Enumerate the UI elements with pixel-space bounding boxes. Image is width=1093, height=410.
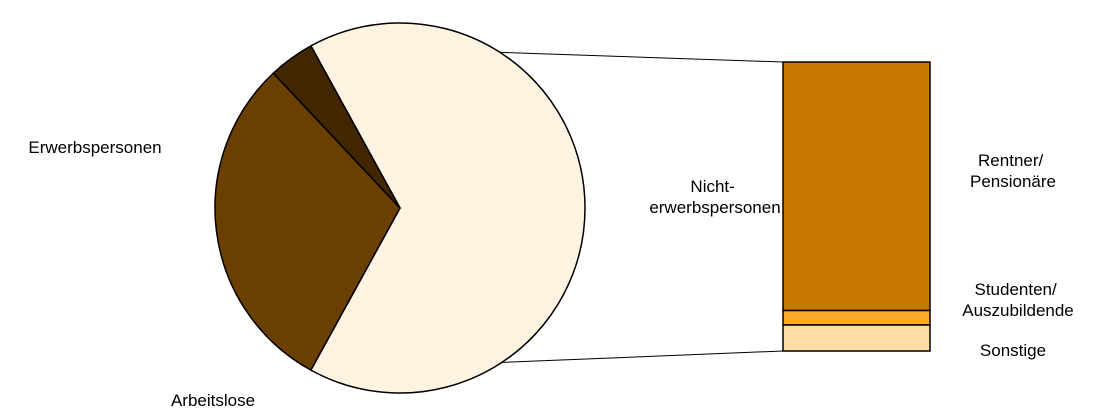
pie-slice-nicht-erwerbspersonen [310, 22, 586, 394]
label-sonstige: Sonstige [980, 341, 1046, 360]
pie-slice-arbeitslose [272, 45, 401, 209]
label-erwerbspersonen: Erwerbspersonen [28, 138, 161, 157]
label-nichterwerbspersonen: Nicht- erwerbspersonen [649, 177, 780, 217]
bar-segment-rentner-pension-re [782, 61, 931, 312]
label-studenten-auszubildende: Studenten/ Auszubildende [962, 280, 1074, 320]
bar-segment-studenten-auszubildende [782, 309, 931, 326]
pie-slice-erwerbspersonen [214, 72, 401, 371]
bar-segment-sonstige [782, 324, 931, 352]
label-arbeitslose: Arbeitslose [171, 391, 255, 410]
label-rentner-pensionaere: Rentner/ Pensionäre [970, 151, 1056, 191]
